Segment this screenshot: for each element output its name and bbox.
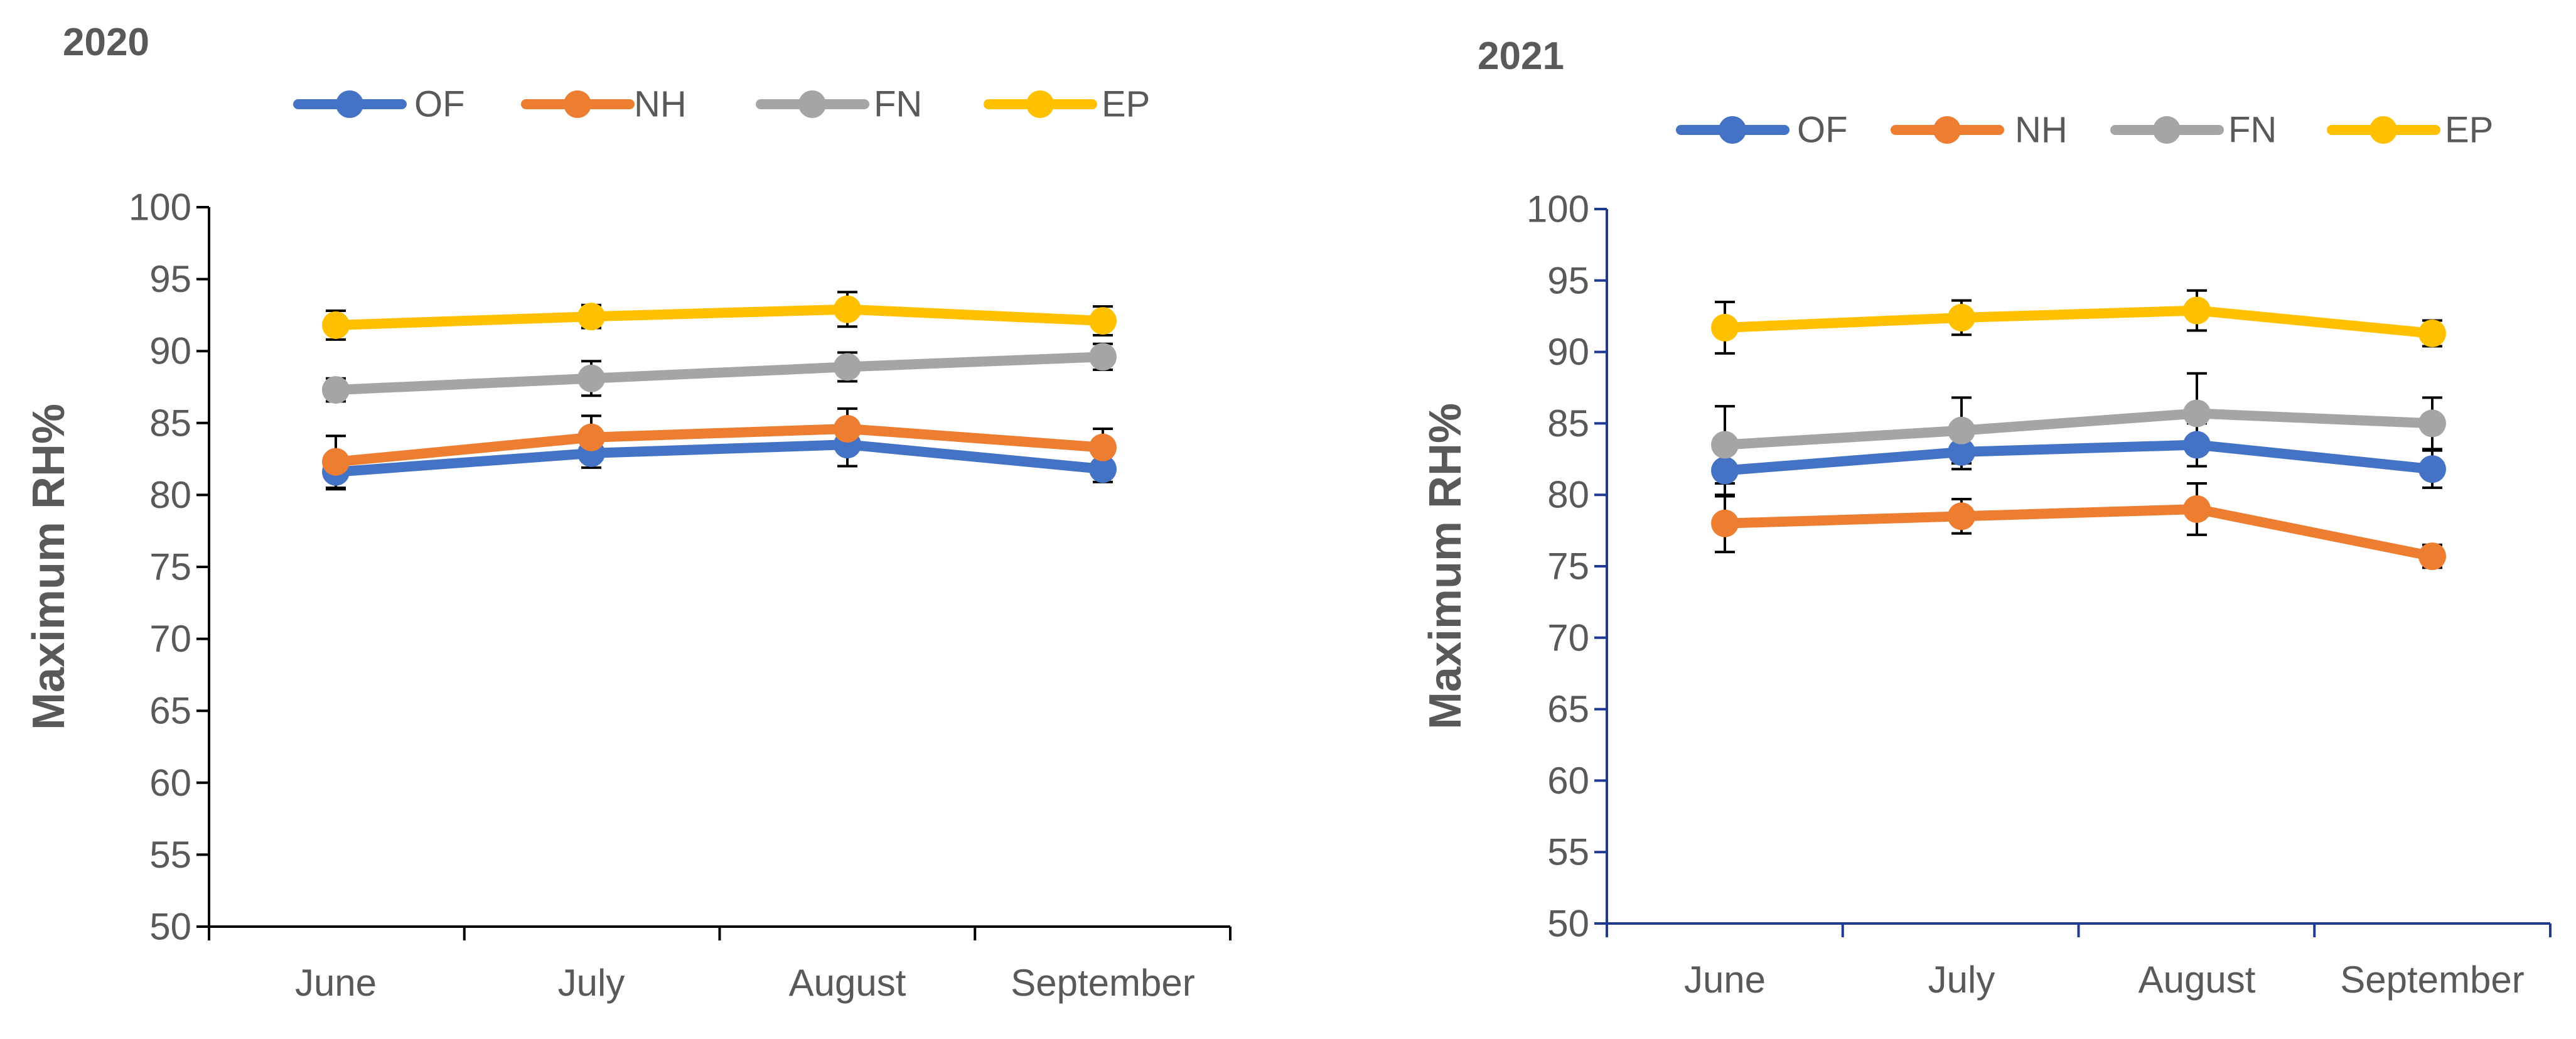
- data-point-OF: [2183, 431, 2211, 459]
- legend-label: FN: [2228, 110, 2277, 151]
- legend-marker: [2369, 116, 2397, 144]
- data-point-NH: [2183, 495, 2211, 523]
- chart-2020: 2020 Maximum RH% 50 55 60 65 70 75 80 85 90 95 100 Ju…: [24, 21, 1232, 1004]
- legend-label: OF: [414, 84, 465, 125]
- series-line-FN: [331, 352, 1108, 396]
- series-line-OF: [331, 439, 1108, 477]
- legend-label: FN: [874, 84, 922, 125]
- y-tick-label: 75: [149, 546, 191, 588]
- y-tick-label: 85: [149, 402, 191, 444]
- chart-title: 2020: [63, 21, 149, 64]
- data-point-FN: [2418, 409, 2446, 438]
- data-point-EP: [2183, 296, 2211, 325]
- data-point-EP: [577, 303, 605, 331]
- y-tick-label: 95: [149, 258, 191, 300]
- y-tick-label: 70: [1547, 616, 1589, 659]
- data-point-NH: [2418, 542, 2446, 571]
- data-point-EP: [834, 295, 861, 323]
- chart-2021: 2021 Maximum RH% 50 55 60 65 70 75 80 85 90 95 100 Ju…: [1420, 35, 2552, 1001]
- y-tick-label: 65: [149, 690, 191, 732]
- x-tick-label: June: [295, 962, 377, 1004]
- x-tick-label: August: [2139, 959, 2256, 1001]
- data-point-NH: [322, 448, 350, 476]
- legend-item-FN: FN: [2110, 110, 2277, 151]
- x-tick-label: September: [1011, 962, 1195, 1004]
- data-point-OF: [2418, 455, 2446, 483]
- legend-marker: [1933, 116, 1961, 144]
- legend-item-EP: EP: [984, 84, 1150, 125]
- y-axis-label: Maximum RH%: [1420, 403, 1471, 729]
- series-line-NH: [331, 423, 1108, 467]
- data-point-EP: [322, 311, 350, 339]
- data-point-NH: [834, 414, 861, 443]
- data-point-NH: [577, 423, 605, 451]
- data-point-FN: [1948, 416, 1975, 444]
- y-axis-label: Maximum RH%: [24, 404, 74, 730]
- x-tick-label: July: [1928, 959, 1995, 1001]
- x-tick-label: August: [789, 962, 906, 1004]
- series-line-FN: [1720, 408, 2437, 450]
- data-point-NH: [1089, 433, 1117, 461]
- legend-marker: [1719, 116, 1746, 144]
- x-tick-label: September: [2340, 959, 2525, 1001]
- data-point-FN: [1711, 431, 1739, 459]
- legend-label: EP: [2445, 110, 2493, 151]
- legend-label: OF: [1797, 110, 1848, 151]
- y-tick-label: 85: [1547, 402, 1589, 444]
- data-point-OF: [1089, 455, 1117, 483]
- legend-marker: [336, 90, 363, 118]
- x-tick-label: July: [558, 962, 625, 1004]
- legend-marker: [564, 90, 591, 118]
- legend-marker: [1026, 90, 1054, 118]
- y-tick-label: 95: [1547, 259, 1589, 301]
- y-tick-label: 90: [149, 330, 191, 372]
- y-tick-label: 75: [1547, 546, 1589, 588]
- legend-label: EP: [1102, 84, 1150, 125]
- legend-item-NH: NH: [521, 84, 687, 125]
- data-point-NH: [1711, 509, 1739, 537]
- legend-item-FN: FN: [756, 84, 922, 125]
- legend-item-NH: NH: [1891, 110, 2068, 151]
- x-tick-label: June: [1684, 959, 1766, 1001]
- y-tick-label: 55: [1547, 831, 1589, 873]
- series-line-EP: [1720, 305, 2437, 339]
- y-tick-label: 60: [1547, 760, 1589, 802]
- data-point-EP: [2418, 320, 2446, 348]
- legend-label: NH: [2015, 110, 2068, 151]
- data-point-EP: [1948, 303, 1975, 331]
- legend-marker: [798, 90, 826, 118]
- y-tick-label: 65: [1547, 688, 1589, 730]
- y-tick-label: 100: [1527, 188, 1589, 230]
- y-tick-label: 50: [1547, 903, 1589, 945]
- data-point-FN: [577, 364, 605, 392]
- data-point-FN: [322, 376, 350, 404]
- legend-item-EP: EP: [2327, 110, 2493, 151]
- data-point-OF: [1948, 438, 1975, 466]
- data-point-OF: [1711, 456, 1739, 485]
- legend-item-OF: OF: [1676, 110, 1848, 151]
- data-point-EP: [1711, 313, 1739, 342]
- series-line-NH: [1720, 503, 2437, 562]
- data-point-FN: [2183, 399, 2211, 428]
- data-point-FN: [1089, 343, 1117, 371]
- series-line-EP: [331, 304, 1108, 330]
- data-point-NH: [1948, 502, 1975, 530]
- chart-title: 2021: [1478, 35, 1564, 78]
- legend-marker: [2153, 116, 2181, 144]
- series-line-OF: [1720, 439, 2437, 476]
- y-tick-label: 90: [1547, 331, 1589, 373]
- legend-item-OF: OF: [293, 84, 465, 125]
- legend-label: NH: [634, 84, 687, 125]
- y-tick-label: 80: [1547, 474, 1589, 516]
- y-tick-label: 70: [149, 618, 191, 660]
- data-point-FN: [834, 353, 861, 381]
- y-tick-label: 100: [129, 186, 191, 229]
- y-tick-label: 50: [149, 906, 191, 948]
- y-tick-label: 55: [149, 834, 191, 876]
- data-point-EP: [1089, 307, 1117, 335]
- y-tick-label: 80: [149, 474, 191, 516]
- y-tick-label: 60: [149, 762, 191, 804]
